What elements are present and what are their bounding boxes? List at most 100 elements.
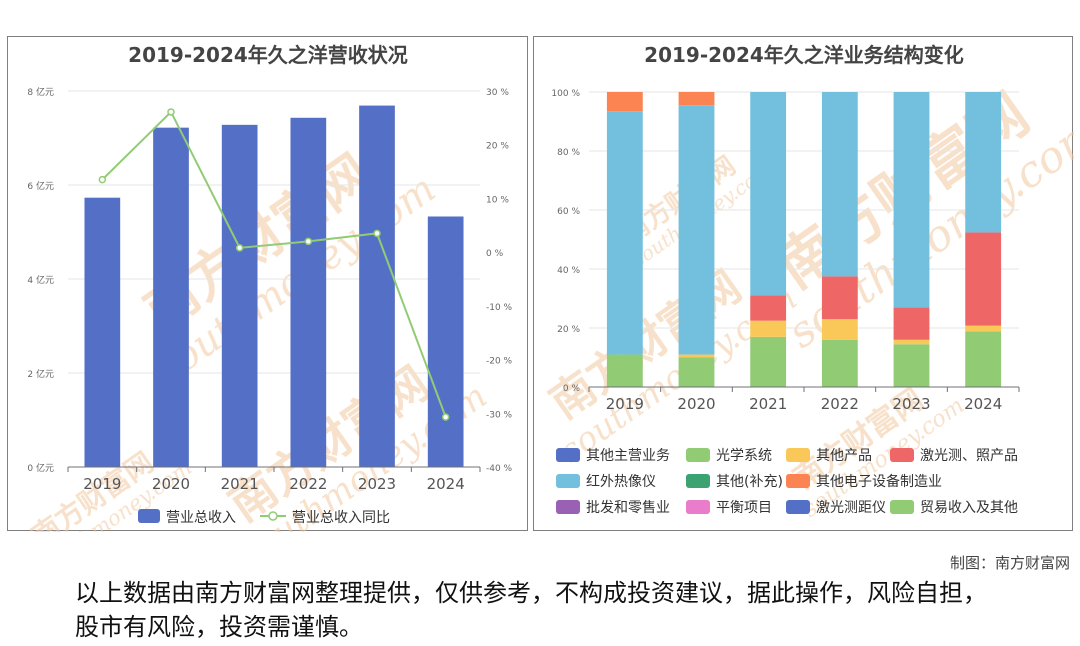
y-right-tick-label: -10 % xyxy=(486,303,513,313)
x-tick-label: 2023 xyxy=(892,395,930,413)
stack-segment-2020 xyxy=(678,105,715,355)
y-tick-label: 80 % xyxy=(557,148,580,158)
legend-swatch xyxy=(686,474,710,488)
legend-swatch-revenue xyxy=(138,509,160,523)
stack-segment-2022 xyxy=(821,92,858,277)
x-tick-label: 2020 xyxy=(677,395,715,413)
legend-label: 贸易收入及其他 xyxy=(920,500,1018,516)
legend-swatch xyxy=(890,500,914,514)
x-tick-label: 2023 xyxy=(358,475,396,493)
yoy-point-2019 xyxy=(98,175,107,184)
stack-segment-2024 xyxy=(965,92,1002,233)
stack-segment-2023 xyxy=(893,344,930,387)
y-right-tick-label: -30 % xyxy=(486,410,513,420)
y-left-tick-label: 8 亿元 xyxy=(27,86,54,98)
y-tick-label: 60 % xyxy=(557,207,580,217)
stack-segment-2020 xyxy=(678,354,715,358)
stack-segment-2020 xyxy=(678,92,715,106)
x-tick-label: 2024 xyxy=(427,475,465,493)
legend-swatch xyxy=(890,448,914,462)
y-left-tick-label: 6 亿元 xyxy=(27,180,54,192)
stack-segment-2021 xyxy=(750,92,787,296)
y-right-tick-label: 20 % xyxy=(486,142,509,152)
y-tick-label: 100 % xyxy=(551,89,580,99)
x-tick-label: 2021 xyxy=(749,395,787,413)
legend-label: 光学系统 xyxy=(716,448,772,464)
legend-label: 批发和零售业 xyxy=(586,500,670,516)
stack-segment-2024 xyxy=(965,232,1002,326)
x-tick-label: 2021 xyxy=(221,475,259,493)
yoy-point-2021 xyxy=(235,244,244,252)
legend-label: 红外热像仪 xyxy=(586,474,656,490)
stack-segment-2022 xyxy=(821,339,858,387)
y-tick-label: 0 % xyxy=(563,384,581,394)
x-tick-label: 2020 xyxy=(152,475,190,493)
revenue-chart: 南方财富网southmoney.com南方财富网southmoney.com南方… xyxy=(26,43,513,532)
bar-2023 xyxy=(359,105,395,467)
stack-segment-2024 xyxy=(965,331,1002,387)
legend-label: 其他产品 xyxy=(816,448,872,464)
disclaimer-text: 以上数据由南方财富网整理提供，仅供参考，不构成投资建议，据此操作，风险自担，股市… xyxy=(0,576,1080,644)
y-right-tick-label: -40 % xyxy=(486,464,513,474)
y-left-tick-label: 0 亿元 xyxy=(27,462,54,474)
stack-segment-2023 xyxy=(893,307,930,340)
legend-swatch xyxy=(556,448,580,462)
x-tick-label: 2022 xyxy=(821,395,859,413)
legend-swatch xyxy=(786,500,810,514)
chart-title: 2019-2024年久之洋业务结构变化 xyxy=(644,43,964,67)
stack-segment-2021 xyxy=(750,320,787,337)
legend-label: 其他(补充) xyxy=(716,474,783,490)
legend-label-revenue: 营业总收入 xyxy=(166,510,236,526)
legend-label: 其他电子设备制造业 xyxy=(816,473,942,490)
legend-label: 激光测、照产品 xyxy=(920,447,1018,464)
yoy-point-2024 xyxy=(441,413,450,421)
stack-segment-2021 xyxy=(750,336,787,387)
y-left-tick-label: 2 亿元 xyxy=(27,368,54,380)
chart-title: 2019-2024年久之洋营收状况 xyxy=(128,43,408,67)
legend-swatch xyxy=(556,500,580,514)
bar-2022 xyxy=(290,117,327,467)
stack-segment-2019 xyxy=(606,111,643,355)
stack-segment-2023 xyxy=(893,92,930,308)
stack-segment-2021 xyxy=(750,295,787,321)
legend-label-yoy: 营业总收入同比 xyxy=(292,510,390,526)
business-structure-chart: 南方财富网southmoney.com南方财富网southmoney.com南方… xyxy=(541,43,1074,523)
y-tick-label: 40 % xyxy=(557,266,580,276)
stack-segment-2020 xyxy=(678,357,715,387)
legend-swatch xyxy=(686,500,710,514)
y-left-tick-label: 4 亿元 xyxy=(27,274,54,286)
legend-swatch xyxy=(786,448,810,462)
legend-swatch xyxy=(686,448,710,462)
legend: 营业总收入 营业总收入同比 xyxy=(138,509,390,526)
x-tick-label: 2019 xyxy=(83,475,121,493)
x-tick-label: 2024 xyxy=(964,395,1002,413)
stack-segment-2024 xyxy=(965,325,1002,332)
yoy-point-2023 xyxy=(373,229,381,238)
y-tick-label: 20 % xyxy=(557,325,580,335)
legend-swatch xyxy=(556,474,580,488)
stack-segment-2023 xyxy=(893,339,930,345)
y-right-tick-label: 10 % xyxy=(486,195,509,205)
business-structure-chart-panel: 南方财富网southmoney.com南方财富网southmoney.com南方… xyxy=(533,36,1074,531)
y-right-tick-label: -20 % xyxy=(486,357,513,367)
revenue-chart-panel: 南方财富网southmoney.com南方财富网southmoney.com南方… xyxy=(7,36,528,532)
stack-segment-2019 xyxy=(606,92,643,112)
legend-label: 激光测距仪 xyxy=(816,499,886,516)
stack-segment-2022 xyxy=(821,276,858,320)
bar-2019 xyxy=(84,197,121,467)
yoy-point-2020 xyxy=(167,108,175,116)
legend-swatch xyxy=(786,474,810,488)
y-right-tick-label: 0 % xyxy=(486,249,504,259)
x-tick-label: 2019 xyxy=(606,395,644,413)
yoy-line xyxy=(101,110,447,418)
bar-2020 xyxy=(153,127,189,467)
yoy-point-2022 xyxy=(304,237,313,246)
bar-2024 xyxy=(427,216,464,467)
legend-label: 平衡项目 xyxy=(716,500,772,516)
y-right-tick-label: 30 % xyxy=(486,88,509,98)
stack-segment-2019 xyxy=(606,354,643,387)
chart-credit: 制图：南方财富网 xyxy=(949,554,1070,572)
legend-label: 其他主营业务 xyxy=(586,448,670,464)
bar-2021 xyxy=(221,124,258,467)
